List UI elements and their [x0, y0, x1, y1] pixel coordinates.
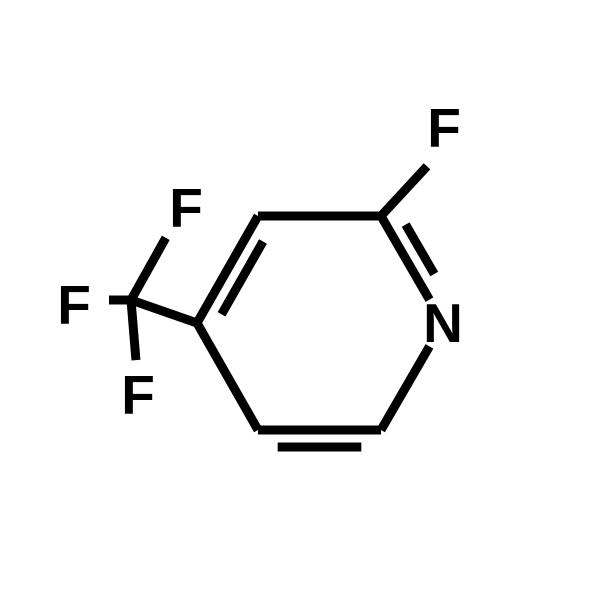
- atom-label-F: F: [427, 97, 461, 159]
- molecule-diagram: NFFFF: [0, 0, 600, 600]
- atom-label-F: F: [169, 177, 203, 239]
- bond: [131, 300, 136, 360]
- atom-label-N: N: [423, 292, 463, 354]
- atom-label-F: F: [57, 274, 91, 336]
- atom-label-F: F: [121, 364, 155, 426]
